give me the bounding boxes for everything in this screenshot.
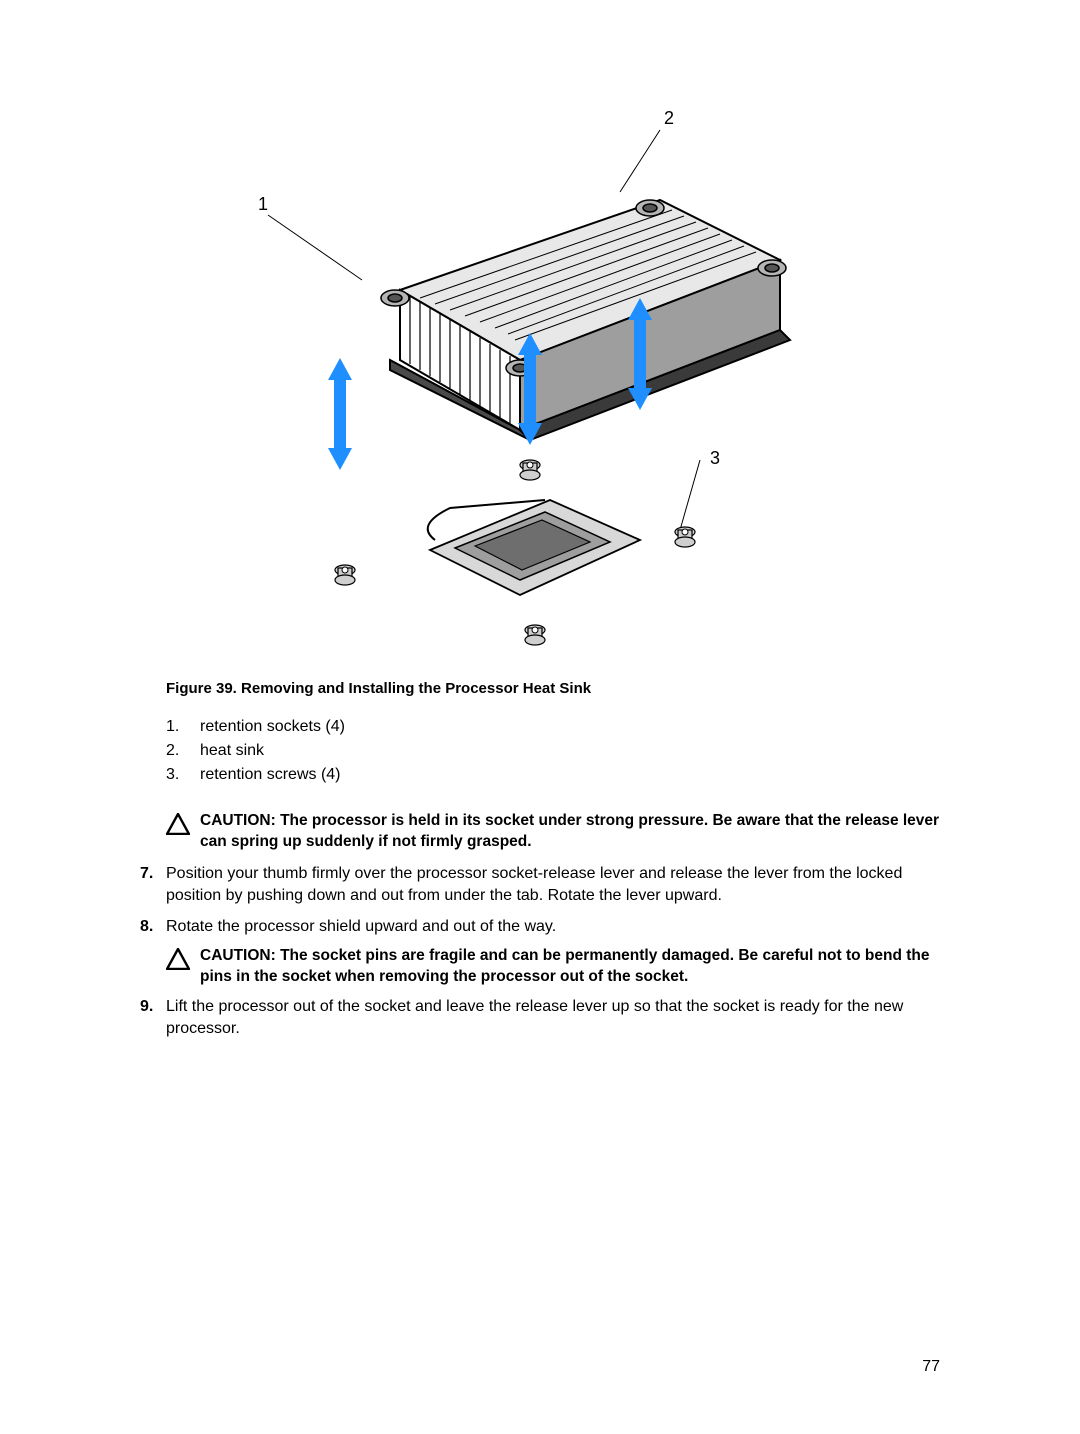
legend-text: retention sockets (4) [200, 715, 345, 739]
legend-num: 1. [166, 715, 200, 739]
step-text: Rotate the processor shield upward and o… [166, 916, 940, 938]
callout-2: 2 [664, 108, 674, 128]
callout-1: 1 [258, 194, 268, 214]
step-list: 7. Position your thumb firmly over the p… [140, 863, 940, 1041]
legend-num: 3. [166, 763, 200, 787]
caution-block: CAUTION: The processor is held in its so… [166, 811, 940, 853]
step-text: Position your thumb firmly over the proc… [166, 863, 940, 908]
step-item: 8. Rotate the processor shield upward an… [140, 916, 940, 988]
warning-icon [166, 813, 190, 835]
caution-text: CAUTION: The socket pins are fragile and… [200, 946, 940, 988]
legend-list: 1. retention sockets (4) 2. heat sink 3.… [166, 715, 940, 787]
page-number: 77 [922, 1358, 940, 1376]
figure-caption: Figure 39. Removing and Installing the P… [166, 680, 940, 697]
legend-item: 3. retention screws (4) [166, 763, 940, 787]
callout-3: 3 [710, 448, 720, 468]
step-number: 7. [140, 863, 166, 908]
legend-item: 1. retention sockets (4) [166, 715, 940, 739]
legend-text: retention screws (4) [200, 763, 341, 787]
caution-block: CAUTION: The socket pins are fragile and… [166, 946, 940, 988]
legend-text: heat sink [200, 739, 264, 763]
figure-diagram: 1 2 3 [140, 100, 940, 660]
legend-item: 2. heat sink [166, 739, 940, 763]
step-text: Lift the processor out of the socket and… [166, 996, 940, 1041]
step-number: 8. [140, 916, 166, 988]
step-number: 9. [140, 996, 166, 1041]
step-item: 9. Lift the processor out of the socket … [140, 996, 940, 1041]
caution-text: CAUTION: The processor is held in its so… [200, 811, 940, 853]
step-item: 7. Position your thumb firmly over the p… [140, 863, 940, 908]
legend-num: 2. [166, 739, 200, 763]
warning-icon [166, 948, 190, 970]
